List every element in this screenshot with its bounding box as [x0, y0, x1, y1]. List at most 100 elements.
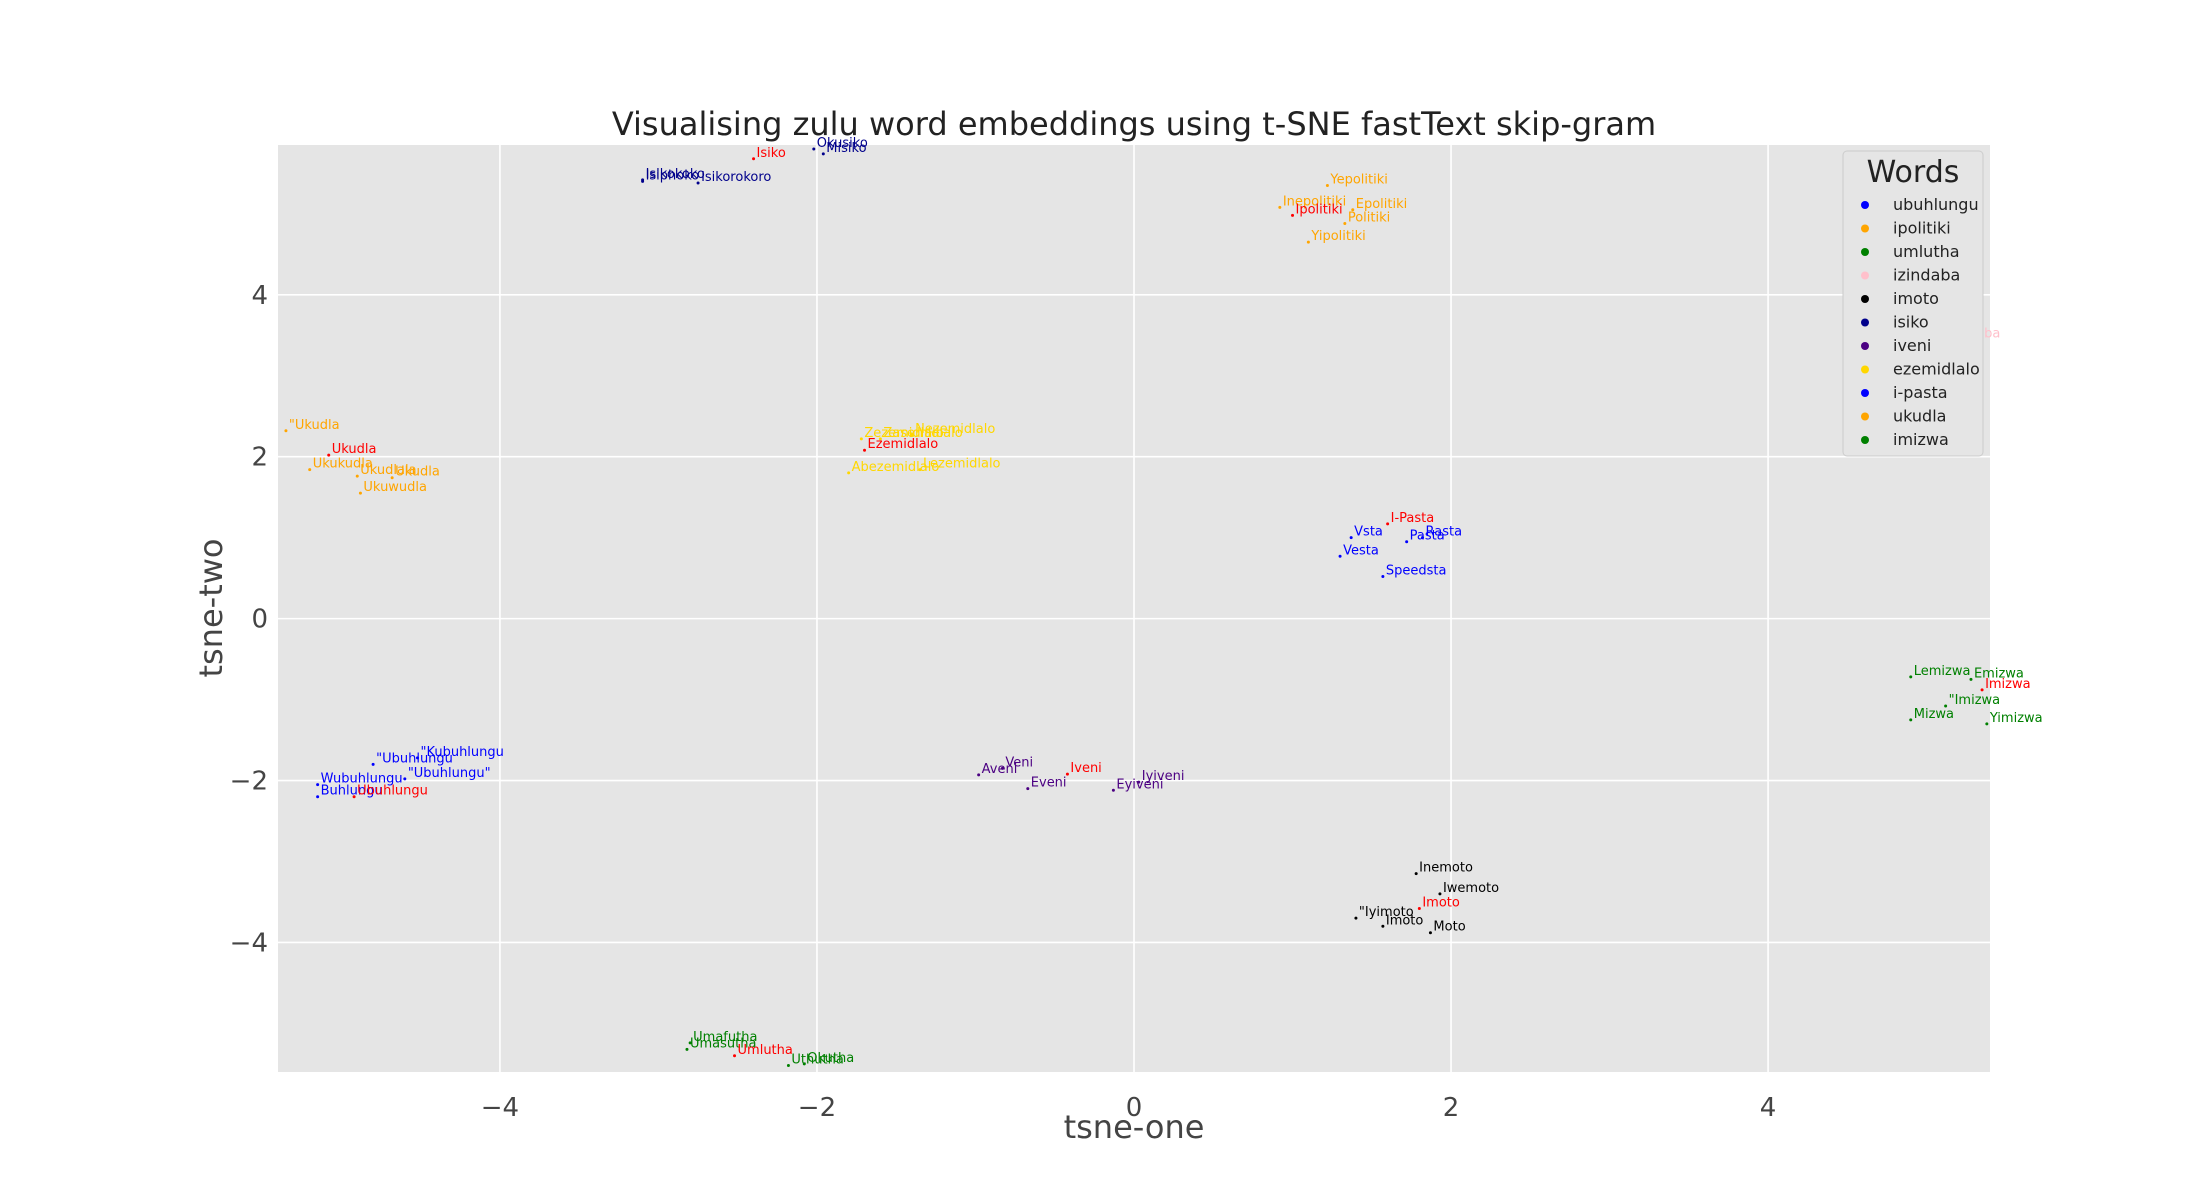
y-axis-ticks: −4 −2 0 2 4 — [230, 281, 268, 959]
point-label: Veni — [1005, 755, 1033, 770]
point-label: Mizwa — [1914, 707, 1954, 722]
y-tick-label: −2 — [230, 767, 268, 797]
point-label: Yepolitiki — [1329, 172, 1388, 187]
point-label: "Kubuhlungu — [420, 745, 503, 760]
data-point — [641, 179, 645, 183]
point-label: Uthutha — [791, 1053, 843, 1068]
legend-items: ubuhlungu ipolitiki umlutha izindaba imoto is… — [1861, 195, 1980, 449]
point-label: Okutha — [807, 1051, 854, 1066]
data-point — [1944, 704, 1948, 708]
legend-label: ipolitiki — [1893, 219, 1951, 238]
point-label: "Imizwa — [1949, 693, 2001, 708]
data-point — [752, 157, 756, 161]
legend-label: i-pasta — [1893, 383, 1948, 402]
point-label: Pasta — [1410, 529, 1445, 544]
point-label: "Ubuhlungu — [376, 751, 453, 766]
legend-title: Words — [1867, 155, 1960, 190]
legend-marker — [1861, 389, 1869, 397]
point-label: Vesta — [1343, 543, 1379, 558]
data-point — [355, 474, 359, 478]
point-label: Ezemidlalo — [868, 437, 939, 452]
point-label: Ukudlala — [360, 463, 416, 478]
point-label: Ukuwudla — [363, 480, 427, 495]
legend-marker — [1861, 201, 1869, 209]
y-axis-label: tsne-two — [192, 538, 230, 677]
legend-label: iveni — [1893, 336, 1931, 355]
data-point — [910, 433, 914, 437]
point-label: Rasta — [1426, 525, 1463, 540]
legend-label: ezemidlalo — [1893, 360, 1980, 379]
legend-marker — [1861, 318, 1869, 327]
data-point — [1026, 787, 1030, 791]
legend-marker — [1861, 248, 1869, 256]
data-point — [977, 773, 981, 777]
point-label: Ukudla — [332, 442, 377, 457]
data-point — [685, 1047, 689, 1051]
data-labels: "Kubuhlungu"Ubuhlungu Wubuhlungu "Ubuhlung… — [289, 136, 2043, 1067]
data-point — [1980, 688, 1984, 692]
point-label: Buhlungu — [321, 784, 383, 799]
data-point — [1111, 788, 1115, 792]
point-label: Isiko — [757, 146, 786, 161]
y-tick-label: 4 — [251, 281, 268, 311]
grid-lines — [278, 145, 1990, 1072]
x-tick-label: 0 — [1126, 1093, 1143, 1123]
data-point — [1381, 924, 1385, 928]
data-point — [316, 795, 320, 799]
point-label: Epolitiki — [1356, 197, 1408, 212]
data-point — [1386, 522, 1390, 526]
data-point — [284, 429, 288, 433]
point-label: Iveni — [1070, 761, 1101, 776]
point-label: Inepolitiki — [1283, 194, 1346, 209]
legend-label: isiko — [1893, 313, 1929, 332]
legend-label: izindaba — [1893, 266, 1960, 285]
point-label: Ukudla — [395, 465, 440, 480]
data-point — [1343, 222, 1347, 226]
data-point — [1325, 183, 1329, 187]
point-label: Lemizwa — [1914, 664, 1971, 679]
point-label: I-Pasta — [1391, 511, 1435, 526]
legend-label: ukudla — [1893, 407, 1946, 426]
legend-marker — [1861, 342, 1869, 350]
point-label: Abezemidlalo — [852, 460, 940, 475]
data-point — [1909, 675, 1913, 679]
data-point — [863, 448, 867, 452]
legend-marker — [1861, 412, 1869, 421]
data-point — [316, 783, 320, 787]
point-label: Emizwa — [1974, 666, 2024, 681]
legend-box — [1842, 150, 1984, 457]
legend-label: umlutha — [1893, 242, 1960, 261]
legend-label: imoto — [1893, 289, 1939, 308]
x-tick-label: 4 — [1760, 1093, 1777, 1123]
data-point — [352, 795, 356, 799]
data-point — [1306, 240, 1310, 244]
data-point — [1428, 931, 1432, 935]
point-label: Wubuhlungu — [321, 772, 403, 787]
point-label: Vsta — [1354, 525, 1383, 540]
data-point — [308, 468, 312, 472]
legend-label: imizwa — [1893, 430, 1949, 449]
y-tick-label: 0 — [251, 605, 268, 635]
point-label: Umlutha — [738, 1043, 793, 1058]
point-label: Imizwa — [1985, 677, 2031, 692]
data-point — [918, 468, 922, 472]
point-label: Yipolitiki — [1310, 229, 1365, 244]
point-label: Umafutha — [693, 1030, 757, 1045]
legend-label: ubuhlungu — [1893, 195, 1979, 214]
x-tick-label: 2 — [1443, 1093, 1460, 1123]
data-point — [1349, 536, 1353, 540]
data-point — [1000, 766, 1004, 770]
data-point — [802, 1062, 806, 1066]
data-point — [696, 181, 700, 185]
x-tick-label: −2 — [798, 1093, 836, 1123]
point-label: Moto — [1433, 920, 1465, 935]
point-label: Isikokoko — [646, 167, 705, 182]
point-label: Misiko — [826, 141, 866, 156]
data-point — [688, 1041, 692, 1045]
data-point — [371, 762, 375, 766]
legend: Words ubuhlungu ipolitiki umlutha izindaba i… — [1842, 150, 1984, 457]
data-point — [1969, 677, 1973, 681]
point-label: Nezemidlalo — [915, 422, 995, 437]
point-label: Imoto — [1422, 895, 1460, 910]
